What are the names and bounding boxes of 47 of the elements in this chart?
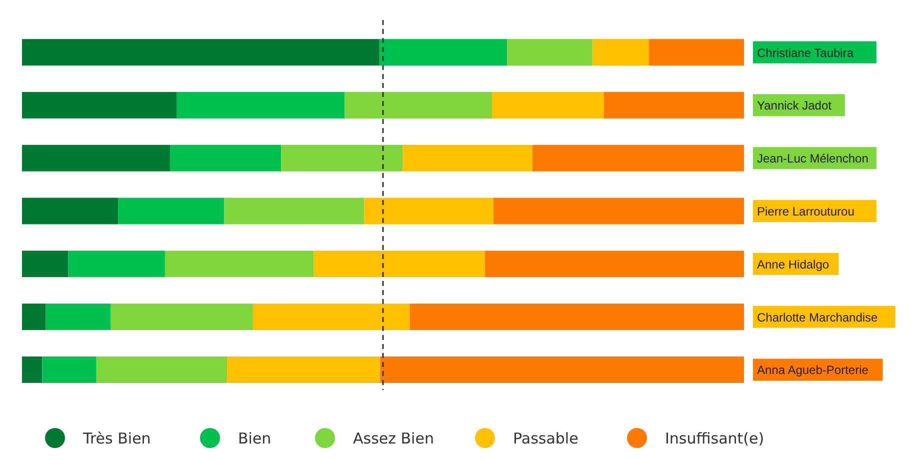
bar <box>170 144 282 172</box>
legend-label: Bien <box>238 430 272 448</box>
bar <box>402 144 532 172</box>
y-tick-label: Pierre Larrouturou <box>757 204 854 218</box>
bar <box>22 250 68 278</box>
bar <box>379 39 508 66</box>
bar <box>22 356 42 383</box>
bar <box>96 356 228 383</box>
bar <box>227 356 380 383</box>
bar <box>164 250 314 278</box>
bar <box>380 356 744 383</box>
legend-label: Passable <box>513 430 578 448</box>
bar <box>492 92 604 118</box>
bar <box>253 304 410 330</box>
legend-label: Très Bien <box>82 430 151 448</box>
bar <box>592 39 649 66</box>
bar <box>314 250 485 278</box>
bar <box>22 144 170 172</box>
bar <box>410 304 744 330</box>
bar <box>22 304 46 330</box>
bar <box>176 92 345 118</box>
bar <box>68 250 165 278</box>
bar <box>22 92 177 118</box>
y-tick-label: Charlotte Marchandise <box>757 310 878 324</box>
bar <box>484 250 744 278</box>
y-tick-label: Anne Hidalgo <box>757 257 830 272</box>
bar <box>42 356 96 383</box>
bar <box>604 92 744 118</box>
bar <box>22 39 380 66</box>
legend-label: Insuffisant(e) <box>665 430 764 448</box>
bar <box>493 198 744 224</box>
bar <box>22 198 118 224</box>
legend-label: Assez Bien <box>353 430 434 448</box>
bar <box>364 198 494 224</box>
y-tick-label: Anna Agueb-Porterie <box>757 363 869 378</box>
bar <box>507 39 592 66</box>
bar <box>224 198 364 224</box>
y-tick-label: Yannick Jadot <box>757 98 832 113</box>
bar <box>46 304 111 330</box>
y-tick-label: Christiane Taubira <box>757 46 854 60</box>
bar <box>648 39 744 66</box>
bar <box>281 144 402 172</box>
bar <box>344 92 492 118</box>
bar <box>110 304 254 330</box>
bar <box>118 198 224 224</box>
y-tick-label: Jean-Luc Mélenchon <box>757 152 868 166</box>
bar <box>532 144 744 172</box>
